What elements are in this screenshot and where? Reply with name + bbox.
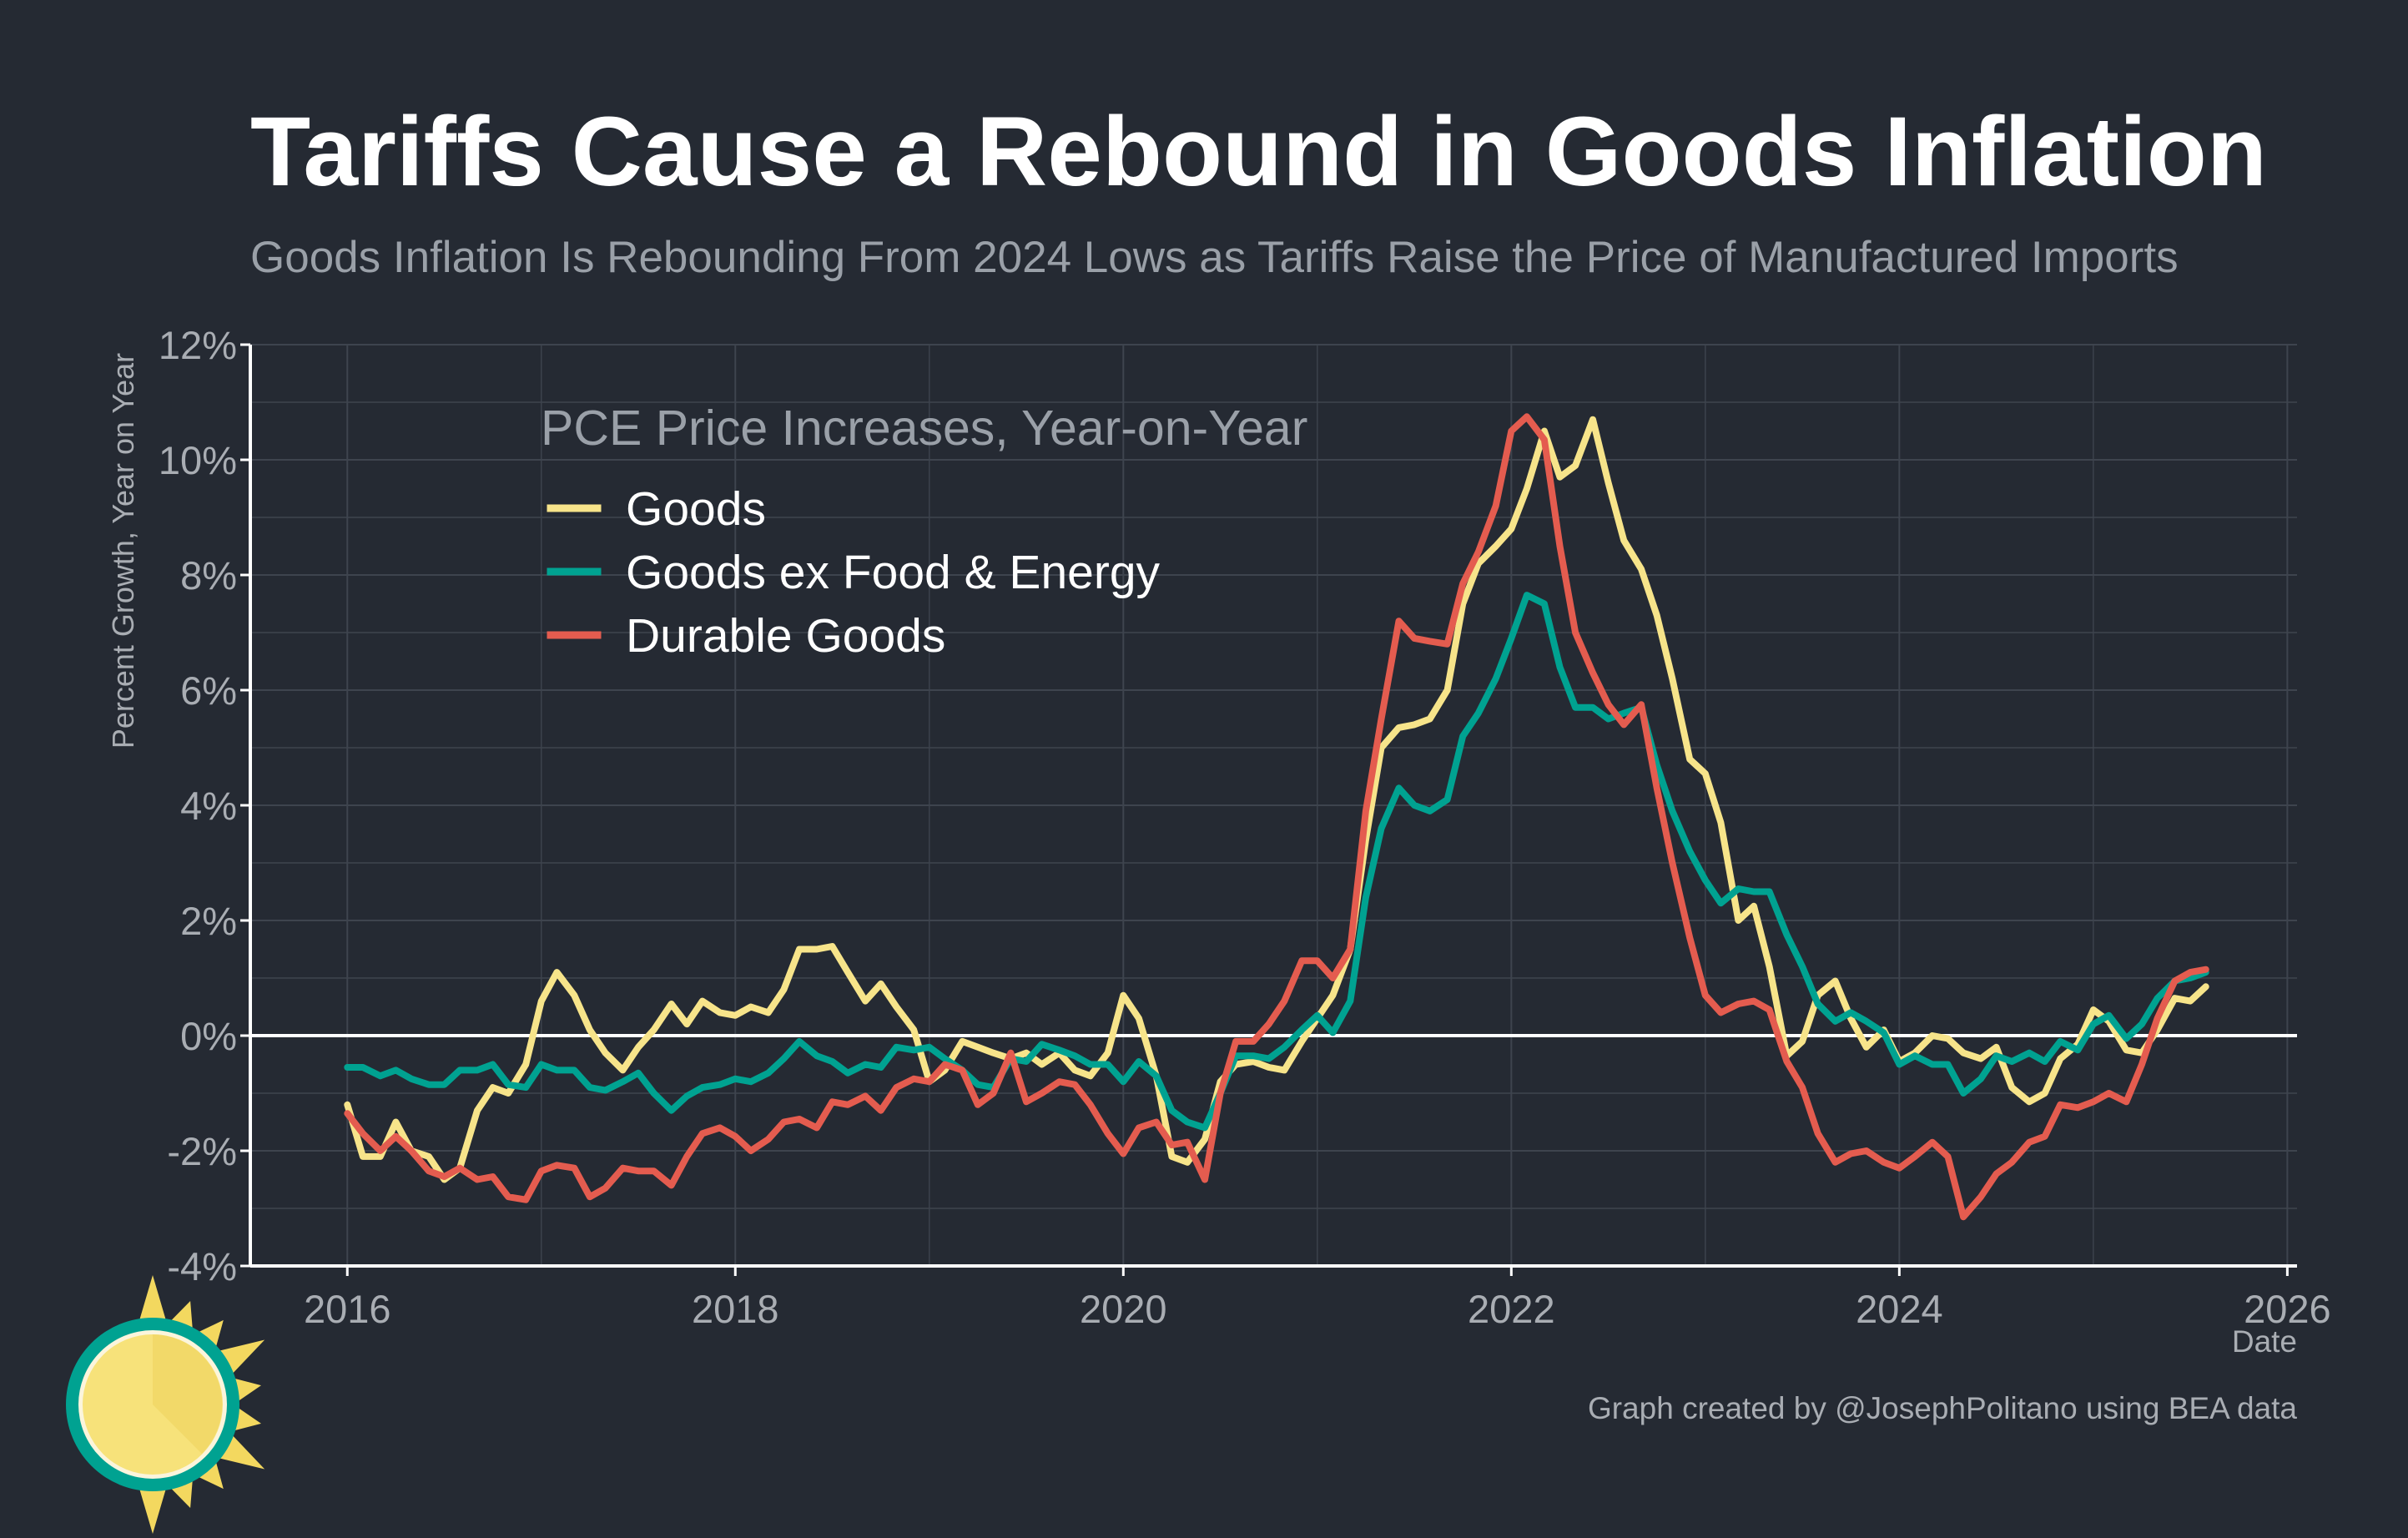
logo-sun-shade (153, 1334, 223, 1454)
y-tick-label: -2% (167, 1129, 237, 1173)
x-tick-label: 2026 (2244, 1287, 2331, 1331)
y-tick-label: 6% (180, 668, 237, 713)
x-tick-label: 2022 (1468, 1287, 1555, 1331)
y-tick-label: 12% (159, 323, 237, 367)
series-line-2 (344, 592, 2209, 1132)
y-tick-label: 10% (159, 438, 237, 482)
y-tick-label: 2% (180, 899, 237, 943)
legend-title: PCE Price Increases, Year-on-Year (541, 401, 1307, 456)
legend-label-2: Goods ex Food & Energy (626, 546, 1161, 599)
chart-title: Tariffs Cause a Rebound in Goods Inflati… (250, 97, 2267, 207)
x-tick-label: 2016 (304, 1287, 391, 1331)
legend-items: Goods Goods ex Food & Energy Durable Goods (547, 482, 1161, 663)
x-axis-label: Date (2232, 1324, 2297, 1359)
series-lines (344, 413, 2209, 1221)
sun-logo-icon (66, 1275, 265, 1534)
sun-ray (136, 1480, 169, 1534)
y-tick-label: 8% (180, 553, 237, 598)
chart-subtitle: Goods Inflation Is Rebounding From 2024 … (250, 233, 2179, 282)
source-caption: Graph created by @JosephPolitano using B… (1588, 1391, 2297, 1425)
y-axis-label: Percent Growth, Year on Year (106, 353, 140, 749)
axes: -4% -2% 0% 2% 4% 6% 8% 10% 12% 2016 2018 2020 2022 20… (159, 323, 2331, 1331)
legend-label-3: Durable Goods (626, 609, 945, 663)
sun-ray (136, 1275, 169, 1329)
y-tick-label: 0% (180, 1014, 237, 1058)
y-tick-label: 4% (180, 784, 237, 828)
x-tick-label: 2020 (1080, 1287, 1167, 1331)
series-line-3 (344, 413, 2209, 1221)
legend-label-1: Goods (626, 482, 766, 536)
legend: PCE Price Increases, Year-on-Year GoodsG… (541, 401, 1307, 663)
x-tick-label: 2024 (1856, 1287, 1943, 1331)
x-tick-label: 2018 (692, 1287, 779, 1331)
grid (250, 344, 2297, 1267)
y-tick-label: -4% (167, 1244, 237, 1288)
